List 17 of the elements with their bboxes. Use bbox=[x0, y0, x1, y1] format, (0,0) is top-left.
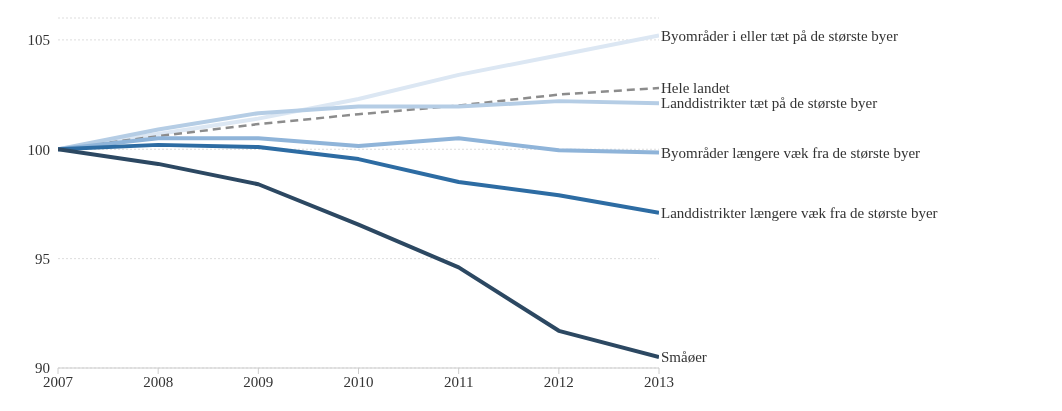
x-tick-label: 2008 bbox=[143, 373, 174, 390]
x-tick-label: 2013 bbox=[644, 373, 674, 390]
x-tick-label: 2012 bbox=[543, 373, 574, 390]
series-label: Landdistrikter længere væk fra de største byer bbox=[661, 204, 938, 221]
series-label: Hele landet bbox=[661, 80, 731, 96]
series-label: Småøer bbox=[661, 349, 707, 366]
series-label: Byområder længere væk fra de største byer bbox=[661, 144, 921, 161]
series-label: Landdistrikter tæt på de største byer bbox=[661, 95, 878, 112]
y-tick-label: 100 bbox=[27, 141, 50, 158]
series-label: Byområder i eller tæt på de største byer bbox=[661, 27, 899, 44]
line-series bbox=[58, 147, 659, 360]
x-tick-label: 2009 bbox=[243, 373, 274, 390]
y-tick-label: 95 bbox=[35, 250, 50, 267]
x-tick-label: 2011 bbox=[443, 373, 474, 390]
line-series bbox=[58, 142, 659, 215]
x-tick-label: 2010 bbox=[343, 373, 374, 390]
y-tick-label: 105 bbox=[27, 32, 50, 49]
